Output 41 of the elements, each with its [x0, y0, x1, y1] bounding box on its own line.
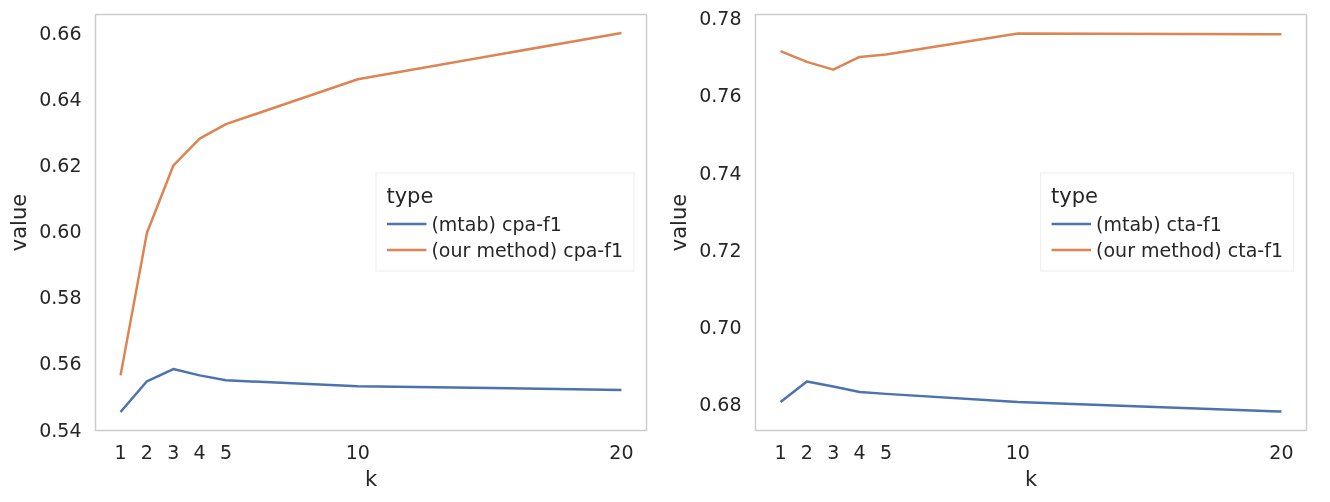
- y-tick-label: 0.72: [699, 238, 742, 261]
- y-tick-label: 0.62: [39, 154, 82, 177]
- y-axis-title: value: [667, 193, 692, 252]
- y-tick-label: 0.56: [39, 352, 82, 375]
- legend-label: (mtab) cpa-f1: [431, 212, 562, 235]
- y-tick-label: 0.54: [39, 418, 82, 441]
- x-tick-label: 4: [853, 440, 866, 463]
- line-series: [779, 380, 1283, 413]
- x-tick-label: 1: [774, 440, 787, 463]
- x-tick-label: 2: [140, 440, 153, 463]
- y-axis-title: value: [7, 193, 32, 252]
- x-tick-label: 3: [827, 440, 840, 463]
- line-series: [779, 32, 1283, 71]
- y-tick-label: 0.68: [699, 392, 742, 415]
- x-tick-label: 2: [800, 440, 813, 463]
- line-series: [119, 31, 623, 377]
- line-series: [119, 367, 623, 414]
- x-tick-label: 1: [114, 440, 127, 463]
- x-tick-label: 5: [879, 440, 893, 463]
- y-tick-label: 0.60: [39, 220, 82, 243]
- x-tick-label: 4: [193, 440, 206, 463]
- y-tick-label: 0.76: [699, 84, 742, 107]
- x-tick-label: 10: [1005, 440, 1030, 463]
- legend-label: (our method) cta-f1: [1096, 238, 1283, 261]
- x-axis-title: k: [364, 466, 378, 491]
- y-tick-label: 0.66: [39, 22, 82, 45]
- x-tick-label: 20: [609, 440, 634, 463]
- x-tick-label: 20: [1269, 440, 1294, 463]
- legend-label: (our method) cpa-f1: [431, 238, 623, 261]
- y-tick-label: 0.74: [699, 161, 742, 184]
- legend-title: type: [1051, 183, 1099, 208]
- y-tick-label: 0.70: [699, 315, 742, 338]
- y-tick-label: 0.78: [699, 7, 742, 30]
- y-tick-label: 0.64: [39, 88, 82, 111]
- legend-label: (mtab) cta-f1: [1096, 212, 1222, 235]
- x-tick-label: 10: [345, 440, 370, 463]
- x-axis-title: k: [1024, 466, 1038, 491]
- legend-title: type: [386, 183, 435, 208]
- y-tick-label: 0.58: [39, 286, 82, 309]
- x-tick-label: 3: [167, 440, 180, 463]
- x-tick-label: 5: [219, 440, 233, 463]
